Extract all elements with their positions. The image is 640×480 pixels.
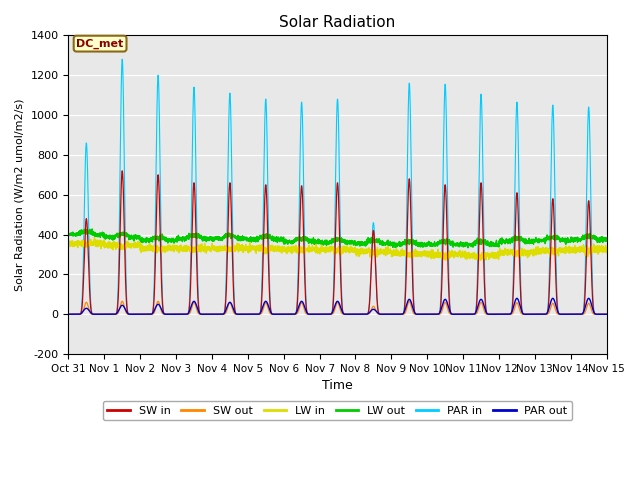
SW out [317,312,325,317]
PAR out [602,312,610,317]
Y-axis label: Solar Radiation (W/m2 umol/m2/s): Solar Radiation (W/m2 umol/m2/s) [15,98,25,291]
SW in [428,312,436,317]
Line: SW out: SW out [68,301,607,314]
LW out [161,235,169,241]
LW out [602,238,610,244]
PAR in [603,312,611,317]
LW in [428,251,436,257]
SW in [602,312,610,317]
LW out [603,238,611,243]
LW in [603,248,611,253]
LW out [88,226,96,232]
SW out [65,312,72,317]
PAR in [118,56,126,62]
PAR in [489,312,497,317]
SW out [118,299,126,304]
PAR out [585,296,593,301]
SW out [458,312,466,317]
LW in [161,244,169,250]
SW out [428,312,436,317]
SW in [65,312,72,317]
SW in [489,312,497,317]
PAR out [65,312,72,317]
LW out [489,240,497,245]
LW in [317,245,325,251]
SW in [603,312,611,317]
LW in [476,257,484,263]
PAR in [161,312,169,317]
Line: PAR out: PAR out [68,299,607,314]
Legend: SW in, SW out, LW in, LW out, PAR in, PAR out: SW in, SW out, LW in, LW out, PAR in, PA… [103,401,572,420]
PAR in [65,312,72,317]
PAR out [161,312,169,317]
PAR in [458,312,466,317]
PAR out [488,312,496,317]
Title: Solar Radiation: Solar Radiation [280,15,396,30]
LW in [91,235,99,240]
LW in [458,250,466,256]
SW out [489,312,497,317]
LW out [464,245,472,251]
LW in [65,240,72,246]
LW out [428,241,436,247]
SW in [118,168,126,174]
SW in [161,312,169,317]
PAR in [428,312,436,317]
Line: LW in: LW in [68,238,607,260]
Line: LW out: LW out [68,229,607,248]
PAR in [317,312,325,317]
LW in [602,246,610,252]
LW in [489,253,497,259]
SW out [603,312,611,317]
SW in [458,312,466,317]
X-axis label: Time: Time [322,379,353,392]
Text: DC_met: DC_met [76,38,124,49]
Line: PAR in: PAR in [68,59,607,314]
PAR out [458,312,466,317]
PAR in [602,312,610,317]
PAR out [428,312,436,317]
SW out [161,312,169,317]
SW in [317,312,325,317]
PAR out [317,312,325,317]
LW out [317,239,325,245]
LW out [458,241,466,247]
PAR out [603,312,611,317]
Line: SW in: SW in [68,171,607,314]
SW out [602,312,610,317]
LW out [65,231,72,237]
